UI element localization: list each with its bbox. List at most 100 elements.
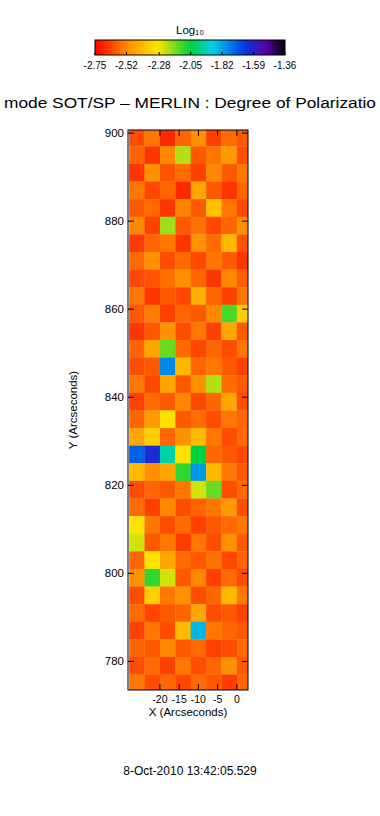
cell [221, 498, 237, 516]
cell [160, 287, 176, 305]
plot-frame [128, 130, 248, 690]
cell [129, 270, 145, 288]
cell [221, 358, 237, 376]
cell [206, 622, 222, 640]
cell [237, 305, 248, 323]
cell [129, 217, 145, 235]
cell [221, 182, 237, 200]
cell [175, 534, 191, 552]
y-tick [242, 573, 248, 574]
cell [175, 217, 191, 235]
colorbar-tick-label: -2.28 [148, 60, 171, 71]
colorbar-tick [126, 52, 127, 55]
cell [145, 164, 161, 182]
cell [206, 410, 222, 428]
x-tick [159, 130, 160, 136]
cell [237, 393, 248, 411]
colorbar-tick-label: -1.59 [242, 60, 265, 71]
cell [191, 604, 207, 622]
cell [206, 604, 222, 622]
cell [221, 322, 237, 340]
cell [221, 463, 237, 481]
cell [145, 340, 161, 358]
cell [160, 182, 176, 200]
cell [160, 551, 176, 569]
cell [175, 270, 191, 288]
cell [175, 657, 191, 675]
cell [221, 340, 237, 358]
cell [221, 516, 237, 534]
cell [191, 130, 207, 147]
cell [191, 675, 207, 690]
cell [160, 604, 176, 622]
x-tick [236, 130, 237, 136]
cell [221, 252, 237, 270]
cell [206, 130, 222, 147]
cell [145, 569, 161, 587]
y-tick [242, 485, 248, 486]
cell [160, 410, 176, 428]
cell [129, 657, 145, 675]
x-tick [198, 130, 199, 136]
cell [237, 498, 248, 516]
cell [191, 622, 207, 640]
cell [191, 340, 207, 358]
cell [191, 375, 207, 393]
cell [175, 639, 191, 657]
cell [145, 305, 161, 323]
cell [206, 639, 222, 657]
cell [221, 604, 237, 622]
cell [145, 639, 161, 657]
cell [206, 463, 222, 481]
y-tick [128, 133, 134, 134]
cell [160, 481, 176, 499]
cell [191, 305, 207, 323]
subtitle: 8-Oct-2010 13:42:05.529 [123, 764, 257, 778]
cell [160, 358, 176, 376]
cell [221, 446, 237, 464]
cell [221, 481, 237, 499]
cell [145, 393, 161, 411]
cell [237, 657, 248, 675]
cell [206, 375, 222, 393]
cell [221, 287, 237, 305]
cell [237, 358, 248, 376]
cell [145, 130, 161, 147]
cell [160, 252, 176, 270]
cell [191, 587, 207, 605]
cell [221, 199, 237, 217]
cell [206, 146, 222, 164]
cell [206, 164, 222, 182]
cell [206, 182, 222, 200]
cell [206, 287, 222, 305]
cell [129, 305, 145, 323]
cell [221, 234, 237, 252]
cell [129, 375, 145, 393]
cell [206, 217, 222, 235]
cell [129, 675, 145, 690]
cell [145, 446, 161, 464]
cell [129, 498, 145, 516]
cell [237, 587, 248, 605]
x-tick-label: -10 [191, 693, 206, 705]
cell [160, 322, 176, 340]
colorbar-tick-label: -2.05 [179, 60, 202, 71]
x-tick [179, 130, 180, 136]
y-tick [128, 397, 134, 398]
cell [175, 358, 191, 376]
cell [160, 446, 176, 464]
cell [221, 393, 237, 411]
y-tick [242, 221, 248, 222]
cell [129, 287, 145, 305]
cell [191, 234, 207, 252]
cell [129, 252, 145, 270]
cell [191, 463, 207, 481]
cell [129, 130, 145, 147]
y-tick [128, 573, 134, 574]
cell [237, 375, 248, 393]
cell [145, 498, 161, 516]
cell [129, 322, 145, 340]
cell [237, 516, 248, 534]
cell [221, 130, 237, 147]
cell [221, 164, 237, 182]
